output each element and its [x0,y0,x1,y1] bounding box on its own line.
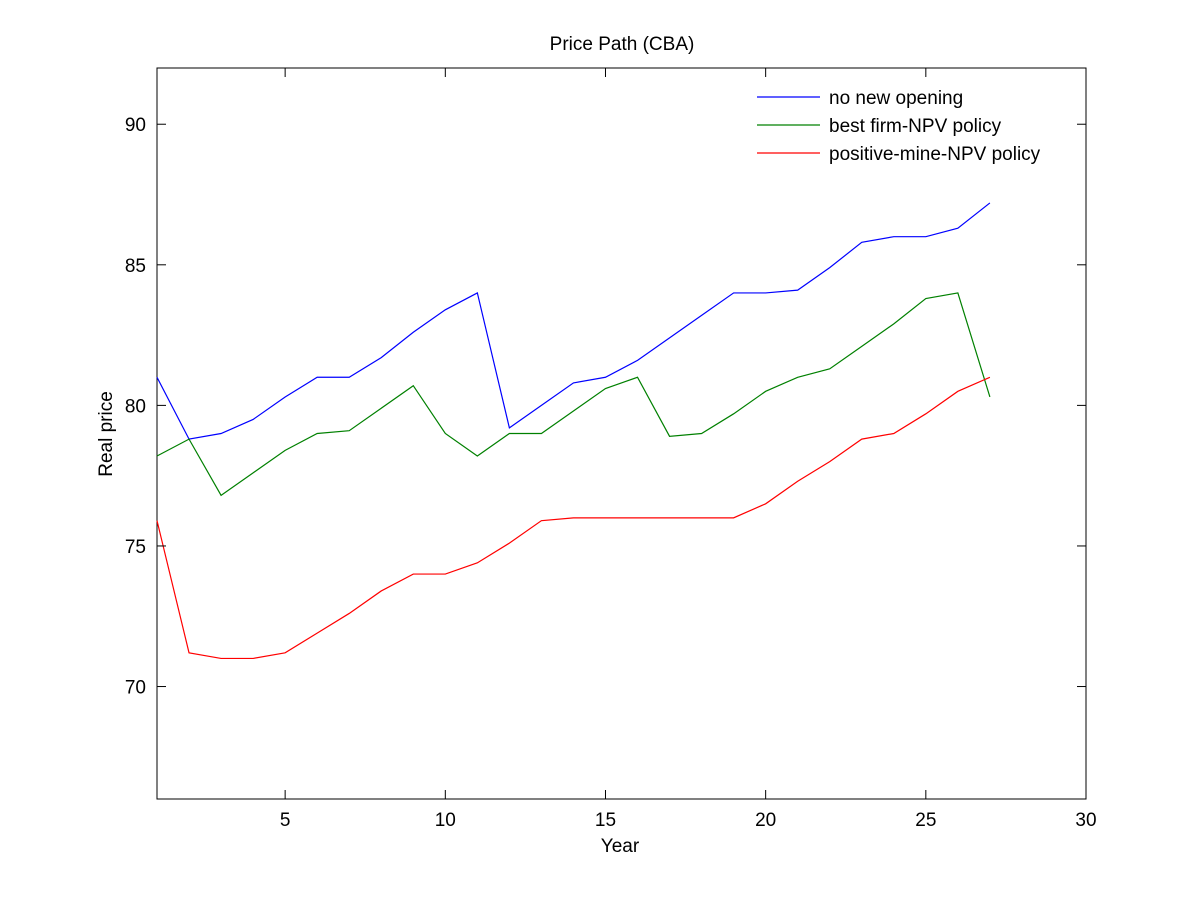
x-tick-label: 5 [280,810,291,831]
x-tick-label: 10 [435,810,456,831]
series-layer [156,202,991,660]
legend-label-2: positive-mine-NPV policy [829,144,1041,165]
x-tick-label: 20 [755,810,776,831]
y-tick-label: 70 [125,678,146,699]
plot-frame [156,67,1087,800]
series-line-2 [156,376,991,660]
series-line-1 [156,292,991,497]
series-line-0 [156,202,991,440]
legend: no new opening best firm-NPV policy positi… [757,88,1041,165]
y-axis: 70 75 80 85 90 [125,115,1086,699]
y-tick-label: 80 [125,396,146,417]
x-tick-label: 15 [595,810,616,831]
y-tick-label: 85 [125,256,146,277]
plot-area [156,67,1087,800]
x-tick-label: 30 [1075,810,1096,831]
legend-label-1: best firm-NPV policy [829,116,1002,137]
x-tick-label: 25 [915,810,936,831]
y-axis-label: Real price [96,391,117,477]
x-axis-label: Year [601,836,640,857]
y-tick-label: 75 [125,537,146,558]
legend-label-0: no new opening [829,88,963,109]
y-tick-label: 90 [125,115,146,136]
chart-title: Price Path (CBA) [550,34,695,55]
x-axis: 5 10 15 20 25 30 [280,68,1097,831]
